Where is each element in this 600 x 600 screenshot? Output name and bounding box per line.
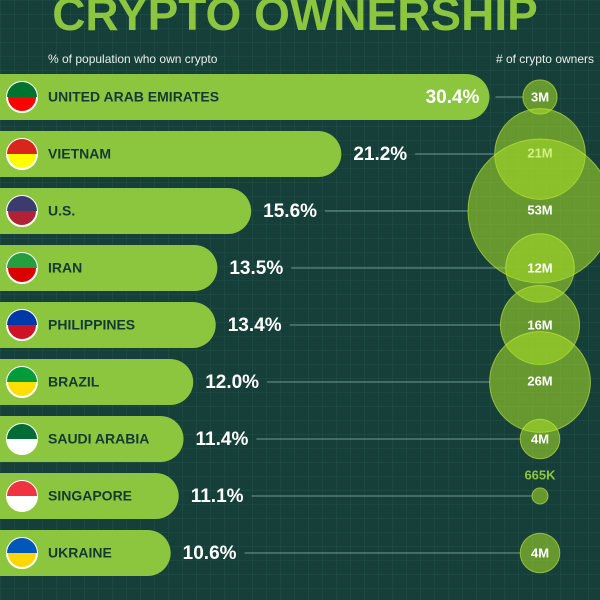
category-label: IRAN [48,260,82,276]
category-label: SAUDI ARABIA [48,431,149,447]
bubble [519,418,561,460]
value-label: 21.2% [353,144,407,165]
category-label: VIETNAM [48,146,111,162]
bar [0,530,171,576]
bar [0,74,490,120]
value-label: 11.1% [191,486,244,507]
category-label: PHILIPPINES [48,317,135,333]
size-label: # of crypto owners [496,52,594,66]
value-label: 30.4% [426,87,480,108]
bar [0,359,194,405]
bar [0,302,216,348]
flag [7,481,37,496]
bubble-layer: 3M21M53M12M16M26M4M665K4M [467,79,600,574]
x-label: % of population who own crypto [48,52,218,66]
flag [7,310,37,325]
bar [0,473,179,519]
category-label: UNITED ARAB EMIRATES [48,89,219,105]
bar [0,131,342,177]
bubble [531,487,549,505]
flag [7,424,37,439]
bar [0,188,252,234]
bar [0,245,218,291]
category-label: UKRAINE [48,545,112,561]
size-label: 665K [524,467,556,482]
flag [7,139,37,154]
flag [7,196,37,211]
chart-title: CRYPTO OWNERSHIP [52,0,538,40]
size-label: 12M [527,260,552,275]
flag [7,82,37,97]
category-label: BRAZIL [48,374,100,390]
bubble [519,532,561,574]
value-label: 15.6% [263,201,317,222]
flag [7,367,37,382]
category-label: SINGAPORE [48,488,132,504]
value-label: 13.5% [229,258,283,279]
flag [7,538,37,553]
value-label: 11.4% [196,429,249,450]
flag [7,253,37,268]
value-label: 13.4% [228,315,282,336]
bar [0,416,184,462]
size-label: 4M [531,431,549,446]
size-label: 26M [527,373,552,388]
size-label: 3M [531,89,549,104]
size-label: 4M [531,545,549,560]
size-label: 53M [527,202,552,217]
size-label: 16M [527,317,552,332]
category-label: U.S. [48,203,75,219]
value-label: 10.6% [183,543,237,564]
value-label: 12.0% [205,372,259,393]
